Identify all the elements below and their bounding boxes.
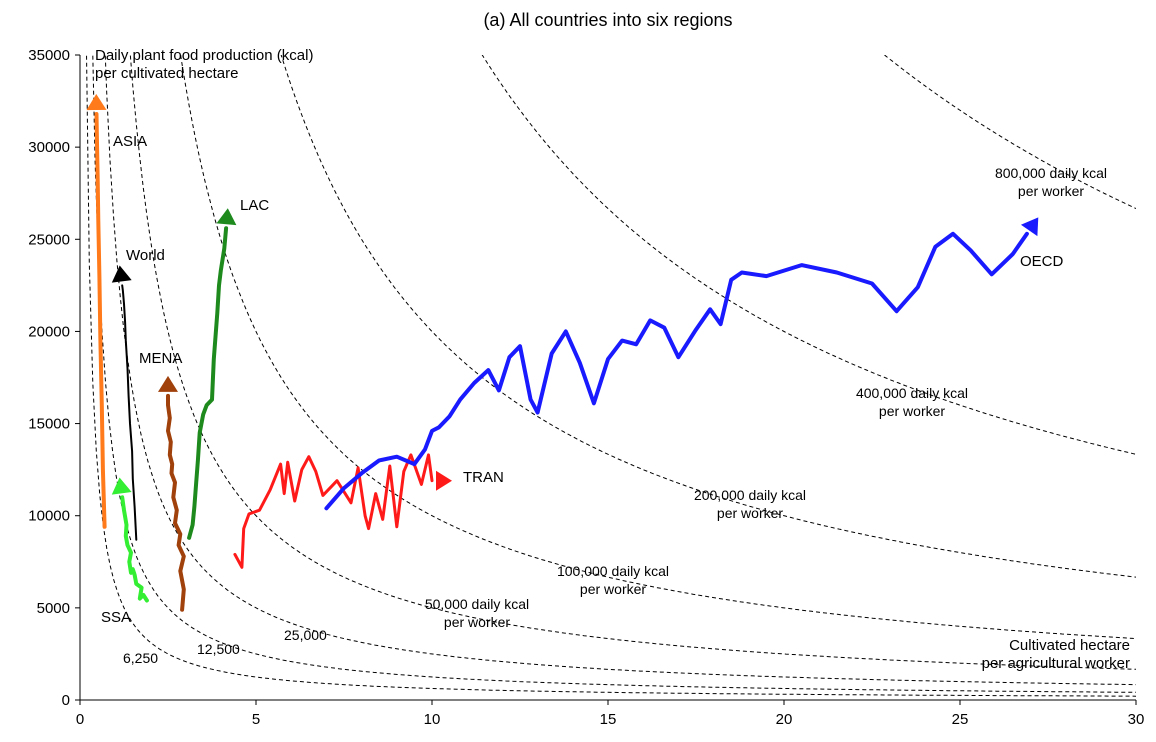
x-axis-title-line: per agricultural worker [982,655,1130,672]
series-label-asia: ASIA [113,133,147,150]
isoquant-label-line: 25,000 [284,627,327,643]
series-arrowhead-ssa [111,477,132,495]
isoquant-label-line: per worker [580,581,646,597]
series-label-ssa: SSA [101,609,131,626]
isoquant-curve [180,55,1136,640]
y-tick-label: 20000 [28,323,70,340]
isoquant-label-line: 400,000 daily kcal [856,385,968,401]
series-arrowhead-world [111,265,132,283]
isoquant-label-line: 12,500 [197,641,240,657]
isoquant-label: 6,250 [123,650,158,666]
isoquant-label-line: 800,000 daily kcal [995,165,1107,181]
x-tick-label: 25 [952,711,969,728]
isoquant-curve [883,55,1136,210]
y-tick-label: 10000 [28,508,70,525]
series-label-oecd: OECD [1020,253,1064,270]
series-label-world: World [126,247,165,264]
isoquant-curve [86,55,1136,697]
isoquant-label-line: 50,000 daily kcal [425,596,529,612]
series-label-tran: TRAN [463,469,504,486]
y-tick-label: 25000 [28,231,70,248]
x-tick-label: 5 [252,711,260,728]
series-label-lac: LAC [240,197,269,214]
series-layer [86,93,1039,612]
isoquant-curve [104,55,1136,686]
isoquant-label: 25,000 [284,627,327,643]
series-arrowhead-oecd [1020,217,1039,237]
x-tick-label: 0 [76,711,84,728]
isoquant-label: 12,500 [197,641,240,657]
isoquant-curve [92,55,1136,693]
isoquant-label: 400,000 daily kcal per worker [856,385,968,419]
series-arrowhead-tran [436,470,452,491]
isoquant-label: 50,000 daily kcal per worker [425,596,529,630]
y-axis-title-line: Daily plant food production (kcal) [95,47,313,64]
isoquant-label-line: per worker [879,403,945,419]
y-tick-label: 5000 [37,600,70,617]
series-line-ssa [120,495,149,603]
isoquant-label-line: per worker [1018,183,1084,199]
x-tick-label: 30 [1128,711,1145,728]
isoquant-label-line: per worker [717,505,783,521]
chart-title: (a) All countries into six regions [483,10,732,30]
isoquant-curve [129,55,1136,670]
series-arrowhead-mena [158,375,178,392]
isoquant-layer [86,55,1136,697]
series-line-mena [166,393,186,612]
x-axis-title-line: Cultivated hectare [1009,637,1130,654]
series-arrowhead-lac [216,208,237,226]
isoquant-label-line: 6,250 [123,650,158,666]
series-label-mena: MENA [139,350,182,367]
series-line-asia [94,112,107,529]
y-tick-label: 35000 [28,47,70,64]
isoquant-label-line: 100,000 daily kcal [557,563,669,579]
isoquant-label-line: 200,000 daily kcal [694,487,806,503]
y-tick-label: 15000 [28,416,70,433]
series-line-lac [187,226,229,540]
isoquant-curve [280,55,1136,578]
series-line-oecd [324,231,1029,511]
x-tick-label: 10 [424,711,441,728]
x-tick-label: 20 [776,711,793,728]
isoquant-label: 100,000 daily kcal per worker [557,563,669,597]
series-arrowhead-asia [86,93,107,111]
isoquant-label: 800,000 daily kcal per worker [995,165,1107,199]
isoquant-label: 200,000 daily kcal per worker [694,487,806,521]
label-layer: Daily plant food production (kcal) per cu… [95,47,1130,672]
series-line-tran [233,453,434,569]
y-axis-title: Daily plant food production (kcal) per cu… [95,47,313,82]
isoquant-label-line: per worker [444,614,510,630]
series-line-world [121,284,138,541]
x-tick-label: 15 [600,711,617,728]
y-tick-label: 30000 [28,139,70,156]
y-tick-label: 0 [62,692,70,709]
x-axis-title: Cultivated hectare per agricultural worke… [982,637,1130,672]
y-axis-title-line: per cultivated hectare [95,65,238,82]
axis-layer: 0 5 10 15 20 25 30 0 5000 10000 15000 20000 25000 300… [28,47,1144,728]
